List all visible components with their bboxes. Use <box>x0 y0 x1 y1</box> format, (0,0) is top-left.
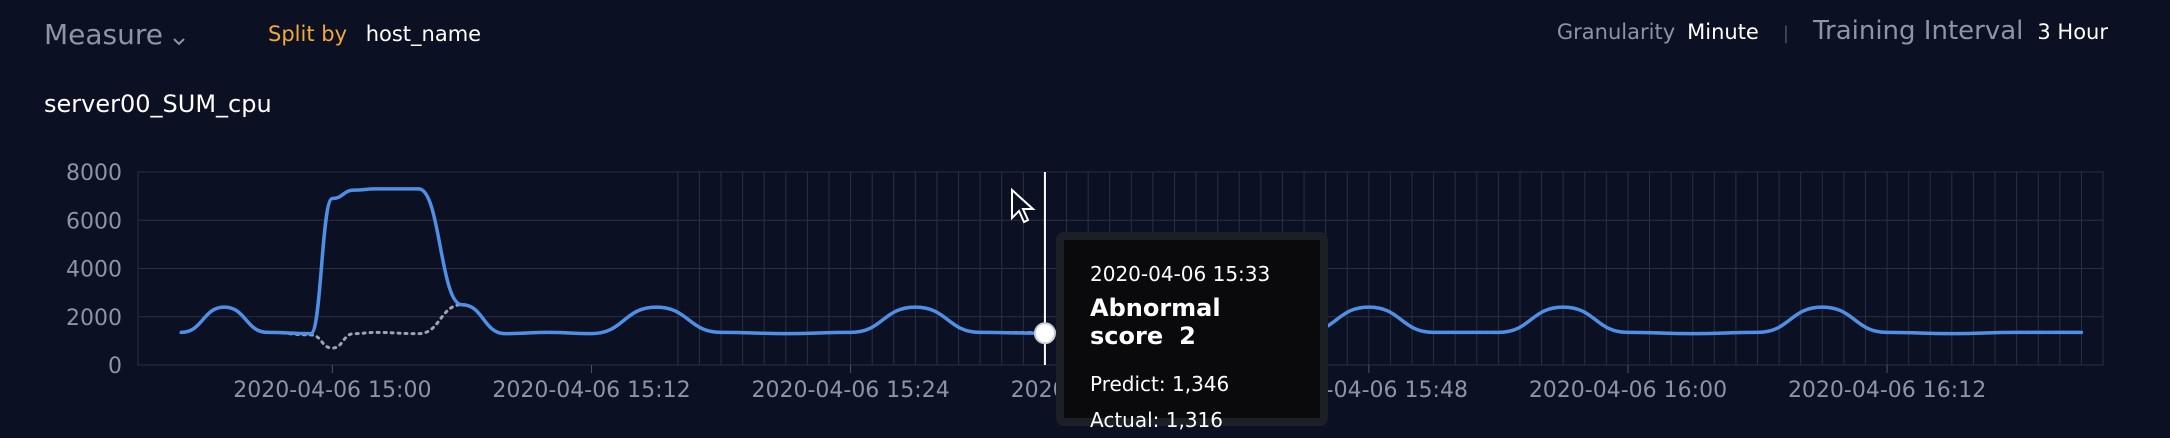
x-tick-label: 2020-04-06 16:12 <box>1788 378 1986 403</box>
y-tick-label: 4000 <box>66 258 122 283</box>
split-by-value[interactable]: host_name <box>365 22 482 46</box>
x-tick-label: 2020-04-06 16:00 <box>1529 378 1727 403</box>
chart-title: server00_SUM_cpu <box>44 90 272 118</box>
y-tick-label: 0 <box>108 354 122 379</box>
training-interval-value[interactable]: 3 Hour <box>2037 20 2108 44</box>
tooltip-predict: Predict: 1,346 <box>1090 372 1230 396</box>
measure-dropdown[interactable]: Measure <box>44 16 185 53</box>
tooltip-time: 2020-04-06 15:33 <box>1090 262 1271 286</box>
series-line-actual <box>179 187 2084 336</box>
x-tick-label: 2020-04-06 15:12 <box>492 378 690 403</box>
x-tick-label: 2020-04-06 15:00 <box>233 378 431 403</box>
split-by-control[interactable]: Split by host_name <box>268 22 481 46</box>
mouse-pointer-icon <box>1010 187 1036 228</box>
granularity-label: Granularity <box>1556 20 1676 44</box>
y-tick-label: 8000 <box>66 161 122 186</box>
abnormal-score-label: Abnormal score <box>1090 294 1221 350</box>
tooltip-abnormal-score: Abnormal score 2 <box>1090 294 1294 350</box>
split-by-label: Split by <box>268 22 347 46</box>
training-interval-label: Training Interval <box>1812 16 2024 46</box>
hover-point-marker <box>1033 322 1056 345</box>
y-tick-label: 2000 <box>66 306 122 331</box>
measure-label: Measure <box>44 18 163 51</box>
tooltip-actual: Actual: 1,316 <box>1090 408 1224 432</box>
toolbar: Measure Split by host_name Granularity M… <box>0 0 2170 70</box>
chevron-down-icon <box>173 20 185 53</box>
x-tick-label: 2020-04-06 15:24 <box>751 378 949 403</box>
y-tick-label: 6000 <box>66 209 122 234</box>
chart-tooltip: 2020-04-06 15:33 Abnormal score 2 Predict… <box>1056 232 1328 432</box>
interval-controls: Granularity Minute | Training Interval 3… <box>1557 16 2108 46</box>
abnormal-score-value: 2 <box>1179 322 1196 350</box>
granularity-value[interactable]: Minute <box>1687 20 1759 44</box>
divider: | <box>1782 23 1789 44</box>
